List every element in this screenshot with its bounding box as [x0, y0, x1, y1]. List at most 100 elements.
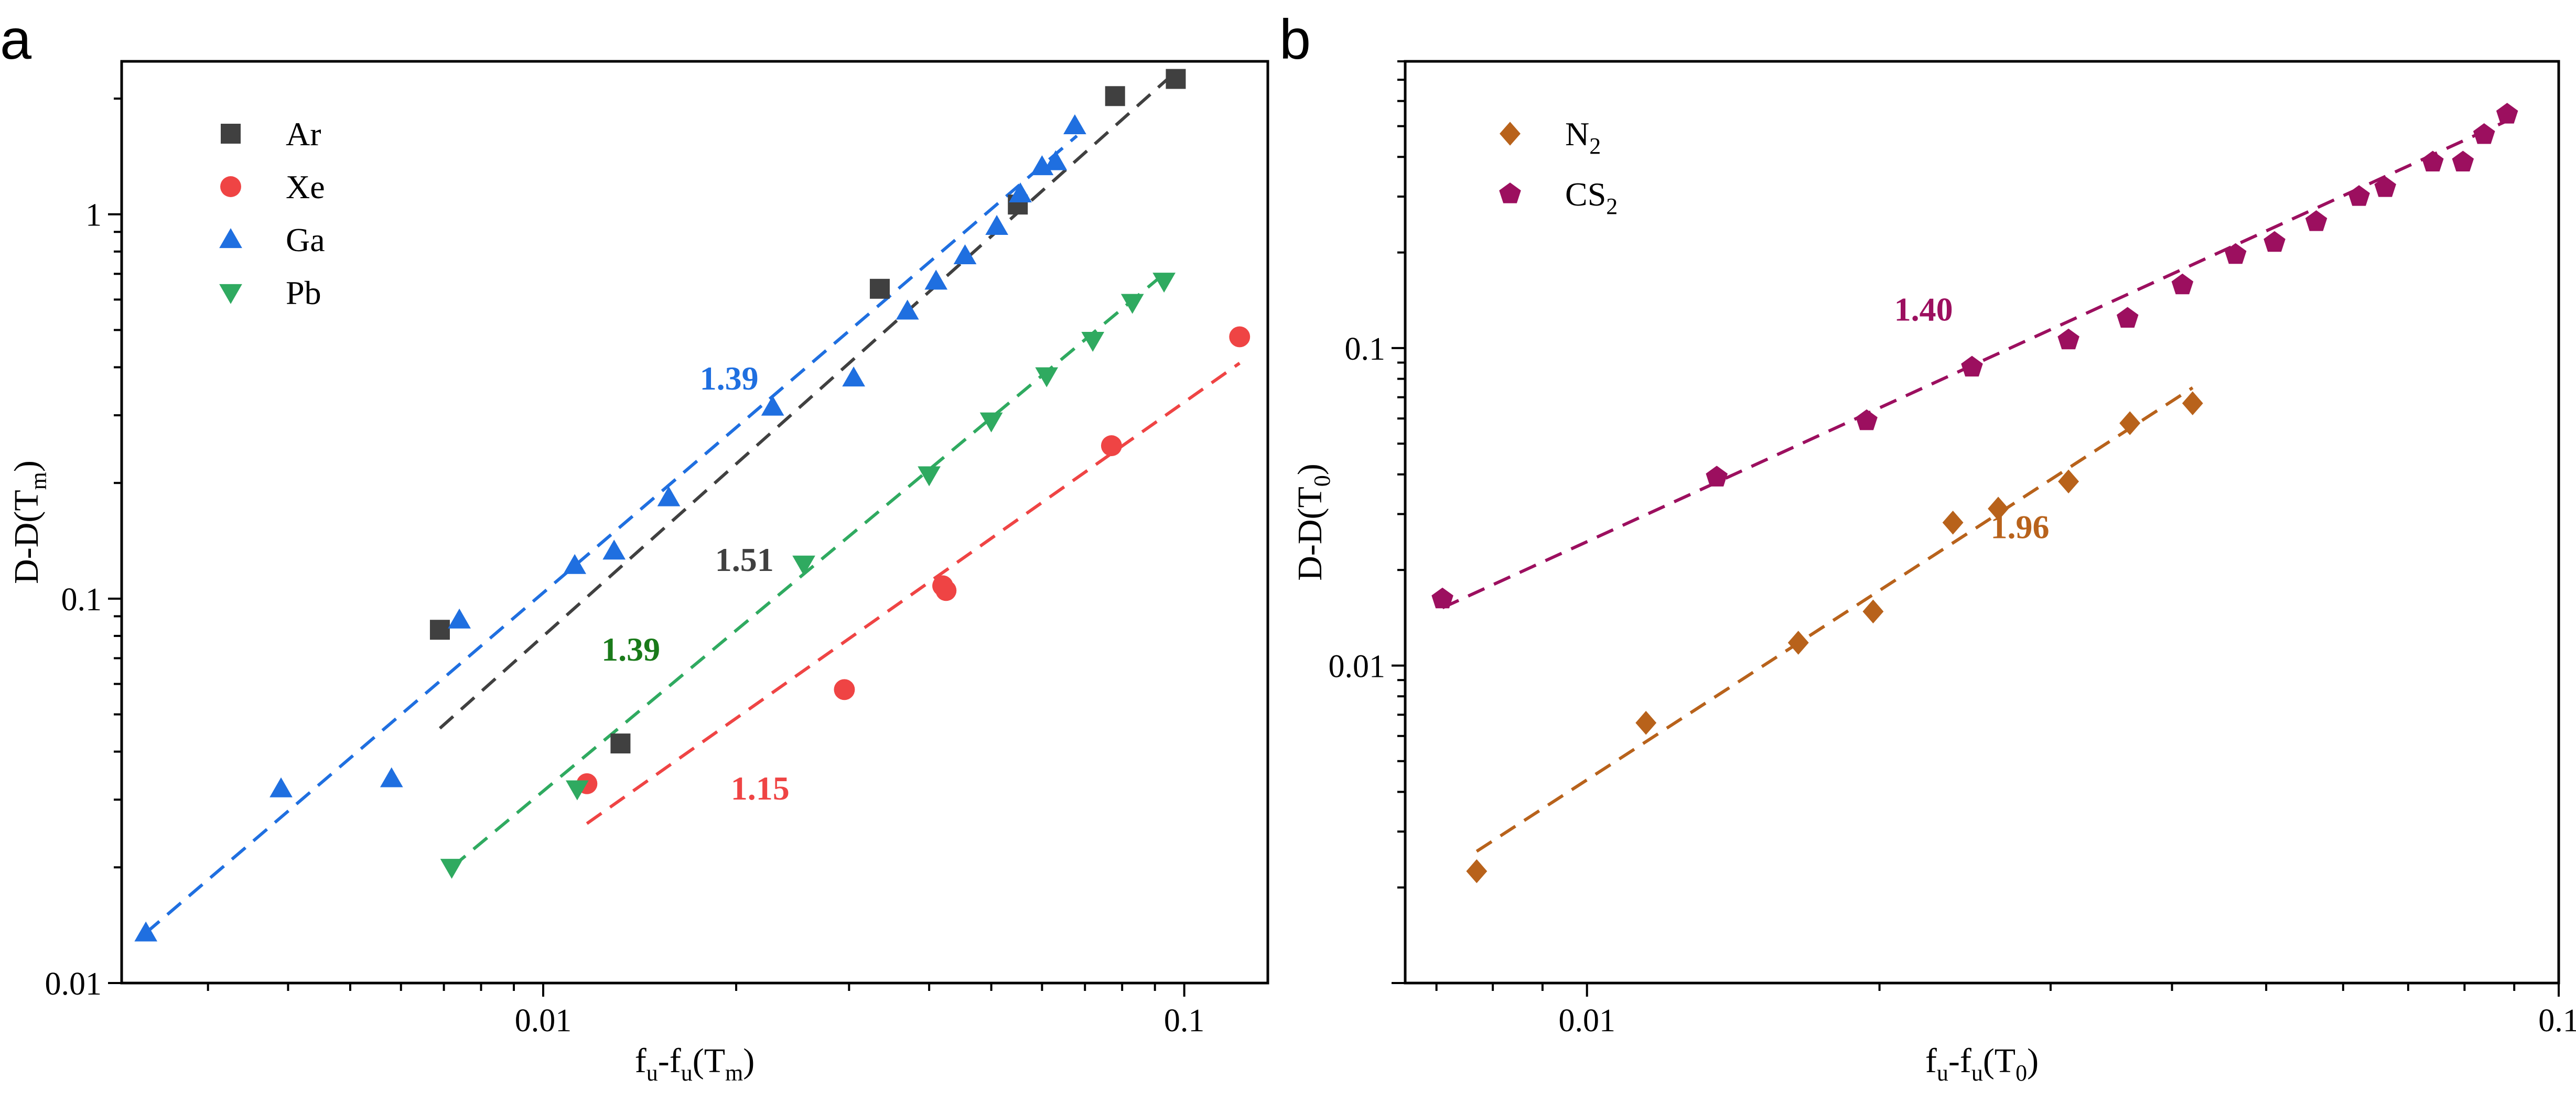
data-point-cs2 — [1706, 466, 1728, 487]
data-point-pb — [792, 555, 815, 576]
panel-letter: a — [0, 7, 32, 71]
data-point-pb — [440, 859, 464, 879]
data-point-n2 — [1466, 859, 1488, 883]
data-point-cs2 — [2422, 150, 2444, 172]
legend-marker-pb — [219, 284, 242, 304]
data-point-pb — [918, 466, 941, 487]
data-point-ga — [134, 921, 158, 942]
x-tick-label: 0.1 — [1164, 1003, 1205, 1039]
panel-a: a 0.01 0.1 0.01 0.1 1 fu-fu(Tm) D-D(Tm) 1.39 1.51… — [0, 7, 1269, 1086]
slope-annotation: 1.51 — [715, 541, 774, 578]
data-point-ga — [985, 214, 1008, 235]
data-point-n2 — [1787, 631, 1809, 655]
legend-marker-ar — [221, 124, 241, 144]
data-point-ga — [270, 777, 293, 797]
data-point-pb — [1081, 331, 1105, 352]
x-axis-label: fu-fu(Tm) — [635, 1042, 755, 1086]
legend-label-xe: Xe — [286, 168, 325, 206]
x-tick-label: 0.1 — [2538, 1003, 2576, 1039]
data-point-cs2 — [2264, 231, 2286, 252]
data-point-pb — [566, 780, 589, 801]
data-point-ga — [1063, 114, 1086, 134]
data-point-ga — [896, 299, 919, 320]
data-point-cs2 — [2496, 103, 2518, 124]
legend-marker-ga — [219, 228, 242, 249]
data-point-n2 — [1635, 710, 1657, 735]
data-point-ar — [429, 620, 450, 640]
data-point-ga — [953, 244, 977, 265]
data-point-pb — [979, 412, 1003, 433]
data-point-n2 — [2182, 391, 2203, 415]
slope-annotation: 1.39 — [601, 631, 660, 668]
data-point-cs2 — [2374, 176, 2396, 197]
y-axis-label: D-D(T0) — [1291, 463, 1335, 581]
data-point-cs2 — [1856, 409, 1878, 430]
legend-marker-xe — [220, 176, 241, 197]
data-point-ga — [1044, 150, 1068, 170]
data-point-ga — [563, 554, 587, 574]
data-point-ga — [380, 767, 403, 787]
data-point-cs2 — [2452, 150, 2474, 172]
y-tick-label: 0.01 — [45, 966, 102, 1002]
legend-label-pb: Pb — [286, 274, 321, 311]
slope-annotation: 1.40 — [1894, 291, 1953, 328]
y-axis-label: D-D(Tm) — [7, 460, 51, 584]
data-point-cs2 — [1431, 587, 1453, 609]
data-point-pb — [1120, 294, 1144, 314]
panel-letter: b — [1279, 7, 1311, 71]
legend-label-n2: N2 — [1565, 115, 1601, 159]
data-point-n2 — [2119, 411, 2141, 435]
data-point-cs2 — [2473, 123, 2495, 144]
plot-frame — [1404, 60, 2560, 985]
legend-label-cs2: CS2 — [1565, 176, 1618, 219]
fit-line-xe — [586, 362, 1241, 825]
data-point-ga — [761, 395, 784, 416]
data-point-cs2 — [2305, 210, 2327, 231]
data-point-cs2 — [2057, 328, 2079, 350]
y-tick-label: 0.1 — [1345, 331, 1386, 367]
legend-label-ga: Ga — [286, 221, 325, 258]
fit-line-ga — [145, 134, 1078, 934]
data-point-pb — [1035, 367, 1059, 387]
legend-label-ar: Ar — [286, 115, 321, 153]
legend-marker-n2 — [1500, 122, 1521, 146]
data-point-ga — [1009, 182, 1032, 202]
slope-annotation: 1.96 — [1991, 508, 2050, 545]
y-tick-label: 0.01 — [1329, 649, 1386, 684]
data-point-cs2 — [2224, 243, 2247, 264]
data-point-xe — [1229, 326, 1251, 348]
slope-annotation: 1.39 — [700, 360, 759, 397]
data-point-ga — [657, 486, 681, 506]
data-point-pb — [1152, 273, 1176, 293]
data-point-xe — [834, 679, 855, 700]
data-point-n2 — [2058, 469, 2079, 494]
data-point-ar — [610, 733, 631, 754]
data-point-ga — [602, 539, 626, 560]
panel-b: b 0.01 0.1 0.01 0.1 fu-fu(T0) D-D(T0) 1.40 1.96 N… — [1279, 7, 2576, 1086]
data-point-ga — [924, 269, 948, 290]
data-point-cs2 — [1961, 355, 1983, 377]
y-tick-label: 1 — [85, 198, 102, 233]
x-axis-label: fu-fu(T0) — [1925, 1042, 2039, 1086]
data-point-ar — [1166, 69, 1186, 89]
x-tick-label: 0.01 — [515, 1003, 572, 1039]
data-point-cs2 — [2116, 307, 2139, 328]
fit-line-n2 — [1475, 386, 2194, 853]
data-point-xe — [1101, 435, 1122, 457]
slope-annotation: 1.15 — [731, 770, 790, 807]
data-point-xe — [935, 580, 957, 601]
fit-line-pb — [450, 272, 1166, 869]
data-point-ga — [842, 366, 865, 387]
y-tick-label: 0.1 — [61, 582, 102, 618]
data-point-n2 — [1862, 599, 1884, 624]
x-tick-label: 0.01 — [1558, 1003, 1615, 1039]
fit-line-ar — [438, 70, 1177, 730]
legend-marker-cs2 — [1499, 182, 1521, 203]
data-point-ar — [1105, 86, 1125, 106]
data-point-n2 — [1988, 496, 2009, 521]
plot-frame — [120, 60, 1269, 985]
fit-line-cs2 — [1441, 119, 2508, 610]
data-point-ga — [448, 608, 471, 629]
data-point-n2 — [1942, 510, 1964, 535]
